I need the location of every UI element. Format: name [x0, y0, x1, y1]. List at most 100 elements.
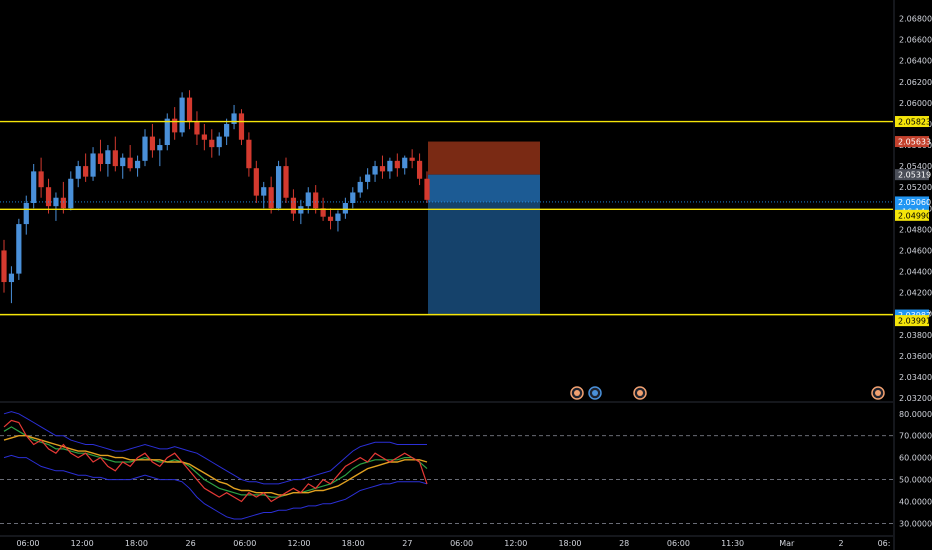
candle	[416, 153, 423, 186]
candle-body	[68, 178, 74, 209]
candle-body	[31, 171, 37, 203]
candle-body	[313, 192, 319, 209]
candle-body	[209, 139, 215, 148]
candle	[149, 123, 156, 158]
take-profit-zone[interactable]	[428, 201, 540, 316]
candle	[201, 123, 207, 151]
horizontal-lines[interactable]	[0, 120, 893, 316]
candle-body	[372, 166, 378, 175]
candle-body	[83, 166, 89, 177]
event-marker-icon[interactable]	[588, 386, 602, 400]
candle-body	[320, 208, 326, 217]
time-tick-label: 2	[838, 539, 843, 548]
candle-body	[365, 174, 371, 182]
candle-body	[394, 160, 400, 169]
candle	[16, 218, 22, 280]
target-price-tag-bg	[895, 309, 929, 321]
candle-body	[216, 136, 222, 148]
price-tick-label: 2.05400	[899, 162, 932, 171]
time-tick-label: 06:00	[16, 539, 39, 548]
candle	[127, 145, 133, 172]
candle	[379, 155, 386, 179]
candle-body	[120, 157, 126, 167]
candle-body	[305, 192, 311, 207]
price-tick-label: 2.04400	[899, 268, 932, 277]
indicator-upper-band	[3, 411, 427, 485]
candle	[134, 155, 141, 177]
time-tick-label: 12:00	[71, 539, 94, 548]
candle	[90, 147, 96, 181]
candle-body	[75, 166, 81, 179]
candle	[75, 160, 81, 188]
hline-price-tag-bg	[895, 209, 929, 221]
candle-body	[342, 203, 348, 214]
candle-body	[164, 118, 170, 146]
time-tick-label: 27	[402, 539, 412, 548]
candle	[357, 176, 363, 198]
candle	[120, 153, 126, 179]
candle-body	[149, 136, 156, 151]
candlestick-series	[1, 90, 430, 304]
indicator-average-line	[3, 435, 428, 496]
candle-body	[224, 123, 230, 137]
candle	[194, 111, 200, 146]
price-tick-label: 2.06400	[899, 57, 932, 66]
candle	[216, 132, 222, 156]
event-marker-icon[interactable]	[871, 386, 885, 400]
candle	[298, 199, 304, 225]
candle	[424, 171, 430, 203]
time-tick-label: 26	[186, 539, 196, 548]
price-tick-label: 2.03600	[899, 352, 932, 361]
candle	[83, 153, 89, 182]
candle-body	[1, 250, 7, 283]
stop-loss-zone[interactable]	[428, 141, 540, 175]
candle-body	[186, 97, 193, 122]
candle	[112, 136, 118, 172]
time-tick-label: 11:30	[721, 539, 744, 548]
candle	[105, 145, 111, 177]
candle	[327, 208, 334, 230]
time-tick-label: 28	[619, 539, 629, 548]
short-position-tool[interactable]	[428, 141, 540, 316]
candle-body	[127, 157, 133, 169]
event-marker-icon[interactable]	[633, 386, 647, 400]
stop-price-tag: 2.05633	[895, 136, 931, 148]
price-tick-label: 2.05200	[899, 183, 932, 192]
candle	[1, 239, 7, 293]
candle	[172, 107, 178, 140]
candle	[209, 129, 215, 158]
candle	[38, 157, 44, 198]
price-tick-label: 2.03400	[899, 373, 932, 382]
entry-price-tag-bg	[895, 169, 929, 181]
profit-zone-active[interactable]	[428, 174, 540, 202]
candle-body	[261, 187, 267, 196]
candle	[231, 104, 237, 130]
candle-body	[53, 197, 59, 207]
candle	[238, 109, 245, 146]
candle	[97, 139, 104, 172]
time-tick-label: 06:00	[450, 539, 473, 548]
candle	[261, 181, 267, 209]
candle	[53, 192, 59, 221]
candle	[68, 171, 74, 211]
price-tags: 2.058232.056332.053192.0506016:142.04990…	[895, 116, 931, 327]
candle	[275, 160, 282, 211]
current-price-tag-text: 2.05060	[898, 198, 931, 207]
candle-body	[157, 145, 163, 151]
event-markers[interactable]	[570, 386, 885, 400]
event-marker-icon[interactable]	[570, 386, 584, 400]
candle	[268, 176, 274, 214]
entry-price-tag-text: 2.05319	[898, 171, 931, 180]
time-tick-label: Mar	[779, 539, 795, 548]
time-tick-label: 18:00	[558, 539, 581, 548]
candle	[290, 189, 297, 221]
candle-body	[179, 97, 185, 133]
candle-body	[268, 187, 274, 209]
price-tick-label: 2.06600	[899, 36, 932, 45]
candle-body	[238, 113, 245, 140]
price-tick-label: 2.03800	[899, 331, 932, 340]
candle	[179, 92, 185, 137]
